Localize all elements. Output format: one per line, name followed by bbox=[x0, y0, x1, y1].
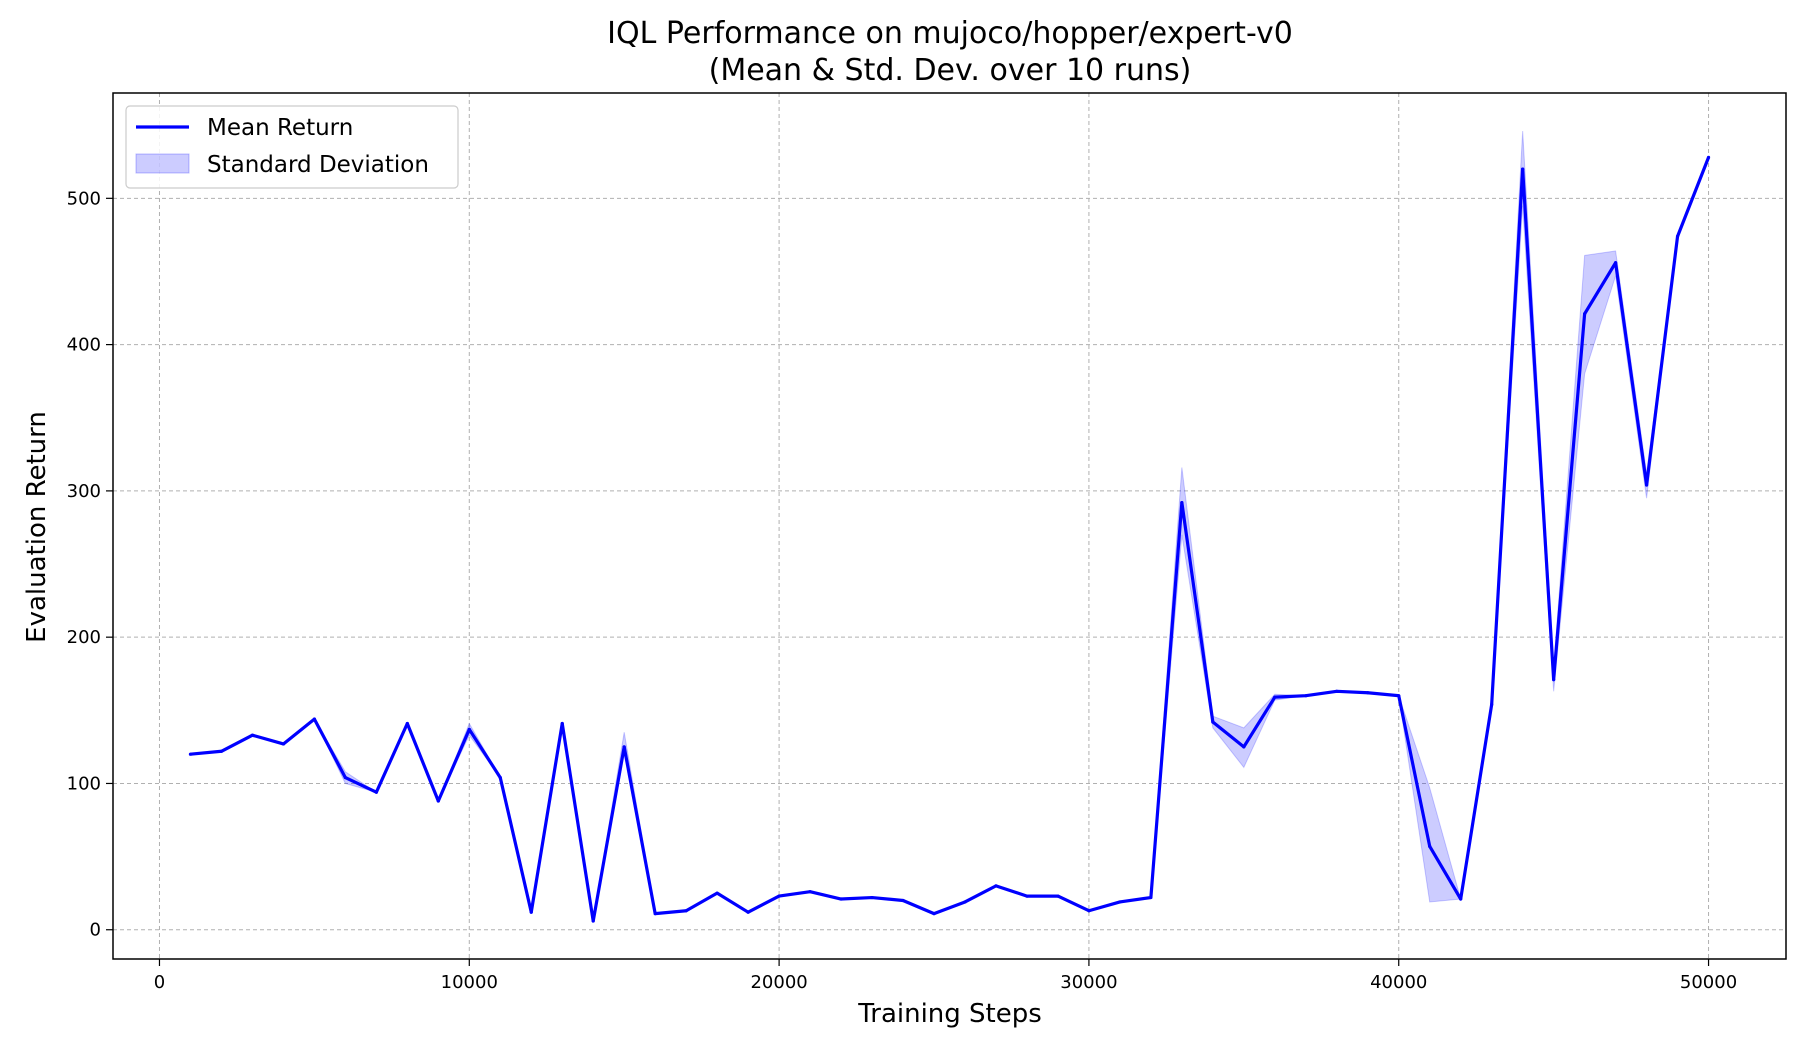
mean-point bbox=[1490, 702, 1494, 707]
x-tick-label: 50000 bbox=[1680, 972, 1737, 993]
mean-point bbox=[374, 790, 378, 794]
mean-point bbox=[1397, 694, 1401, 698]
mean-point bbox=[1675, 234, 1680, 238]
mean-point bbox=[1335, 689, 1339, 693]
mean-point bbox=[343, 776, 347, 780]
chart-title: IQL Performance on mujoco/hopper/expert-… bbox=[607, 16, 1293, 51]
mean-point bbox=[591, 919, 595, 923]
y-tick-label: 100 bbox=[67, 773, 101, 794]
legend-label-mean: Mean Return bbox=[207, 115, 353, 141]
y-tick-label: 300 bbox=[67, 481, 101, 502]
y-tick-label: 500 bbox=[67, 188, 101, 209]
data-points bbox=[188, 155, 1711, 923]
mean-point bbox=[684, 909, 688, 913]
mean-point bbox=[436, 799, 440, 803]
x-axis: 0 10000 20000 30000 40000 50000 bbox=[154, 959, 1737, 993]
mean-point bbox=[1459, 897, 1463, 901]
legend-label-std: Standard Deviation bbox=[207, 152, 429, 178]
mean-point bbox=[1149, 895, 1153, 900]
legend-box bbox=[125, 105, 459, 189]
mean-point bbox=[1211, 720, 1215, 724]
plot-frame bbox=[112, 92, 1787, 960]
mean-point bbox=[1087, 909, 1091, 913]
mean-point bbox=[653, 912, 657, 916]
mean-point bbox=[1366, 691, 1370, 695]
legend-swatch-std bbox=[135, 153, 190, 174]
grid bbox=[113, 93, 1786, 959]
mean-point bbox=[1056, 894, 1060, 898]
y-tick-label: 400 bbox=[67, 335, 101, 356]
mean-point bbox=[498, 776, 502, 780]
x-tick-label: 40000 bbox=[1370, 972, 1427, 993]
mean-point bbox=[1273, 695, 1277, 699]
mean-return-line bbox=[190, 156, 1711, 923]
mean-point bbox=[560, 721, 564, 726]
mean-point bbox=[870, 895, 874, 900]
mean-point bbox=[1614, 261, 1618, 265]
x-tick-label: 20000 bbox=[750, 972, 807, 993]
mean-point bbox=[1552, 678, 1556, 682]
mean-point bbox=[1025, 894, 1029, 898]
x-tick-label: 30000 bbox=[1060, 972, 1117, 993]
mean-point bbox=[622, 745, 626, 749]
mean-point bbox=[1304, 694, 1308, 698]
mean-point bbox=[250, 733, 255, 737]
x-tick-label: 10000 bbox=[441, 972, 498, 993]
y-tick-label: 200 bbox=[67, 627, 101, 648]
y-axis-label: Evaluation Return bbox=[22, 411, 52, 643]
mean-point bbox=[808, 890, 812, 894]
x-tick-label: 0 bbox=[154, 972, 165, 993]
mean-point bbox=[1242, 745, 1246, 749]
mean-point bbox=[1521, 167, 1525, 171]
legend: Mean Return Standard Deviation bbox=[125, 105, 459, 189]
mean-point bbox=[1428, 844, 1432, 848]
mean-point bbox=[963, 900, 967, 904]
mean-point bbox=[994, 884, 998, 888]
mean-point bbox=[405, 721, 409, 726]
mean-point bbox=[839, 897, 843, 901]
mean-point bbox=[1180, 500, 1184, 505]
mean-point bbox=[777, 894, 781, 898]
y-axis: 0 100 200 300 400 500 bbox=[67, 188, 113, 941]
mean-point bbox=[281, 742, 285, 746]
mean-point bbox=[901, 898, 905, 903]
mean-point bbox=[746, 910, 750, 914]
mean-point bbox=[467, 727, 471, 731]
mean-point bbox=[312, 717, 316, 721]
mean-point bbox=[1706, 155, 1711, 159]
mean-point bbox=[715, 891, 719, 895]
mean-point bbox=[188, 752, 193, 756]
mean-point bbox=[932, 912, 936, 916]
mean-point bbox=[529, 910, 533, 914]
chart-subtitle: (Mean & Std. Dev. over 10 runs) bbox=[709, 53, 1192, 88]
y-tick-label: 0 bbox=[90, 920, 101, 941]
x-axis-label: Training Steps bbox=[857, 999, 1042, 1029]
std-deviation-band bbox=[190, 131, 1710, 922]
mean-point bbox=[1118, 900, 1122, 904]
mean-point bbox=[1644, 483, 1649, 487]
mean-point bbox=[219, 749, 224, 753]
mean-point bbox=[1583, 312, 1587, 316]
